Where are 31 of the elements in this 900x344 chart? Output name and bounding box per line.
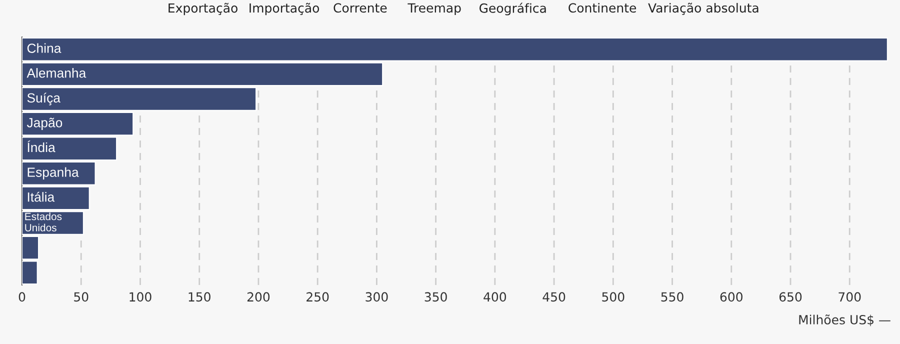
- text: Continente: [568, 2, 636, 13]
- text: Importação: [250, 2, 320, 16]
- y-tick-label: Japão: [26, 118, 62, 130]
- y-tick-label: Estados Unidos: [25, 212, 62, 232]
- x-tick-label: 150: [188, 292, 210, 302]
- y-tick-label: Índia: [28, 140, 56, 152]
- x-tick-label: 450: [542, 292, 566, 302]
- text: Corrente: [334, 3, 387, 13]
- y-tick-label: Alemanha: [26, 68, 86, 78]
- y-tick-label: Espanha: [28, 167, 79, 180]
- y-tick-label: China: [27, 43, 62, 53]
- x-tick-label: 250: [306, 292, 329, 302]
- x-tick-label: 500: [602, 292, 624, 302]
- x-tick-label: 200: [247, 292, 270, 302]
- x-tick-label: 700: [838, 292, 861, 302]
- x-tick-label: 300: [366, 292, 388, 302]
- x-tick-label: 650: [779, 292, 802, 302]
- x-tick-label: 600: [720, 292, 742, 302]
- text: Treemap: [408, 3, 461, 16]
- x-tick-label: 400: [484, 292, 506, 302]
- text: Exportação: [168, 2, 238, 16]
- x-tick-label: 50: [74, 292, 88, 302]
- x-tick-label: 100: [130, 292, 152, 302]
- text: Geográfica: [480, 2, 546, 16]
- x-tick-label: 550: [661, 292, 684, 302]
- text: Variação absoluta: [648, 2, 758, 15]
- x-tick-label: 0: [18, 292, 26, 302]
- y-tick-label: Itália: [28, 192, 55, 202]
- y-tick-label: Suíça: [27, 92, 60, 106]
- x-axis-title: Milhões US$ —: [799, 314, 890, 326]
- x-tick-label: 350: [424, 292, 447, 302]
